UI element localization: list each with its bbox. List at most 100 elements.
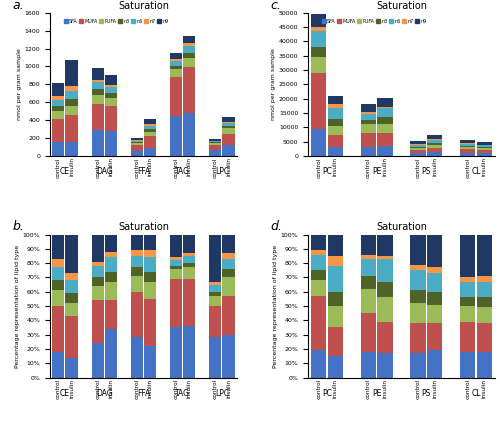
Bar — [92, 343, 104, 378]
Bar — [361, 352, 376, 378]
Bar — [52, 280, 64, 290]
Bar — [427, 152, 442, 156]
Bar — [144, 299, 156, 346]
Bar — [183, 235, 196, 253]
Text: PC: PC — [322, 167, 332, 176]
Bar — [170, 77, 182, 116]
Bar — [52, 267, 64, 280]
Bar — [92, 300, 104, 343]
Bar — [104, 300, 117, 329]
Text: LPC: LPC — [215, 389, 229, 398]
Bar — [183, 67, 196, 113]
Bar — [460, 153, 475, 156]
Bar — [104, 87, 117, 94]
Bar — [52, 352, 64, 378]
Bar — [66, 235, 78, 273]
Bar — [52, 100, 64, 106]
Bar — [361, 124, 376, 133]
Bar — [378, 256, 392, 259]
Bar — [222, 145, 234, 156]
Bar — [476, 308, 492, 323]
Bar — [92, 262, 104, 266]
Bar — [104, 282, 117, 300]
Text: PS: PS — [422, 389, 431, 398]
Bar — [144, 235, 156, 250]
Text: FFA: FFA — [137, 389, 150, 398]
Bar — [410, 150, 426, 153]
Bar — [210, 282, 222, 284]
Bar — [144, 272, 156, 282]
Bar — [476, 150, 492, 153]
Bar — [92, 278, 104, 286]
Bar — [361, 276, 376, 289]
Bar — [460, 140, 475, 143]
Bar — [52, 111, 64, 119]
Bar — [222, 259, 234, 269]
Bar — [92, 95, 104, 103]
Bar — [222, 253, 234, 259]
Bar — [170, 257, 182, 260]
Bar — [210, 292, 222, 296]
Bar — [311, 57, 326, 73]
Title: Saturation: Saturation — [118, 222, 169, 233]
Bar — [222, 278, 234, 296]
Bar — [410, 153, 426, 156]
Bar — [66, 91, 78, 99]
Bar — [328, 109, 343, 119]
Text: TAG: TAG — [175, 167, 190, 176]
Bar — [92, 103, 104, 130]
Bar — [460, 235, 475, 278]
Bar — [170, 116, 182, 156]
Bar — [170, 266, 182, 269]
Bar — [104, 257, 117, 272]
Bar — [170, 279, 182, 327]
Bar — [222, 126, 234, 128]
Text: PE: PE — [372, 167, 382, 176]
Bar — [144, 130, 156, 132]
Bar — [378, 133, 392, 146]
Bar — [328, 327, 343, 356]
Bar — [222, 117, 234, 121]
Bar — [361, 235, 376, 254]
Bar — [476, 282, 492, 297]
Bar — [460, 297, 475, 306]
Bar — [210, 141, 222, 142]
Bar — [427, 273, 442, 292]
Bar — [427, 267, 442, 273]
Bar — [311, 47, 326, 57]
Bar — [104, 85, 117, 87]
Bar — [378, 146, 392, 156]
Bar — [66, 293, 78, 303]
Bar — [210, 150, 222, 156]
Bar — [410, 270, 426, 290]
Bar — [460, 306, 475, 322]
Bar — [66, 60, 78, 86]
Bar — [210, 306, 222, 338]
Bar — [66, 273, 78, 280]
Bar — [410, 144, 426, 145]
Text: PE: PE — [372, 389, 382, 398]
Bar — [311, 270, 326, 280]
Bar — [476, 323, 492, 352]
Bar — [476, 148, 492, 150]
Bar — [427, 139, 442, 140]
Bar — [410, 290, 426, 303]
Bar — [311, 296, 326, 350]
Bar — [210, 284, 222, 292]
Bar — [52, 259, 64, 267]
Bar — [476, 145, 492, 147]
Bar — [378, 259, 392, 282]
Bar — [131, 250, 143, 256]
Bar — [460, 147, 475, 149]
Text: c.: c. — [270, 0, 281, 12]
Bar — [131, 276, 143, 292]
Title: Saturation: Saturation — [376, 1, 427, 11]
Bar — [144, 346, 156, 378]
Bar — [144, 120, 156, 124]
Bar — [183, 57, 196, 67]
Bar — [104, 106, 117, 131]
Bar — [104, 131, 117, 156]
Bar — [210, 235, 222, 282]
Bar — [460, 143, 475, 144]
Y-axis label: Percentage representation of lipid type: Percentage representation of lipid type — [15, 245, 20, 368]
